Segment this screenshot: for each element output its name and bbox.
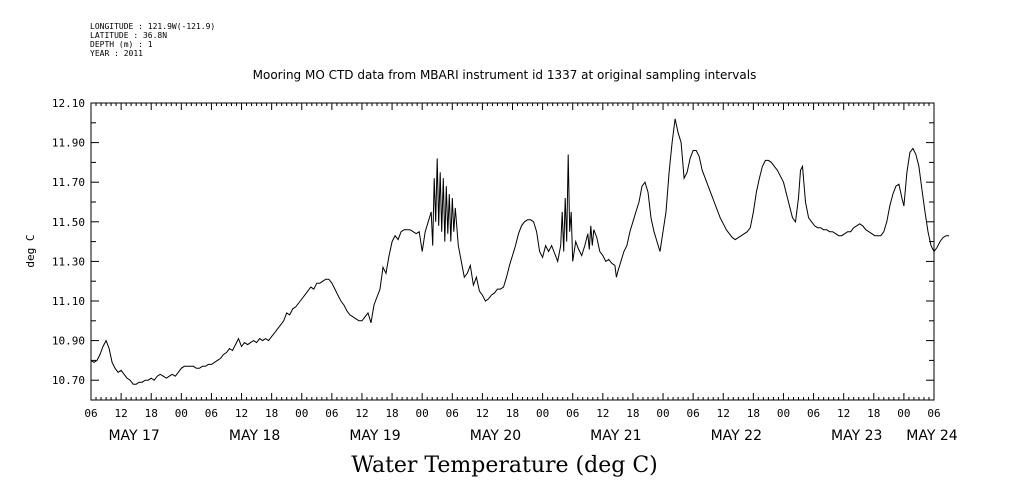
- x-day-label: MAY 18: [229, 428, 280, 444]
- x-day-label: MAY 24: [906, 428, 957, 444]
- metadata-block: LONGITUDE : 121.9W(-121.9) LATITUDE : 36…: [90, 22, 215, 58]
- x-tick-label: 18: [145, 407, 158, 420]
- x-tick-label: 18: [747, 407, 760, 420]
- x-tick-label: 06: [325, 407, 338, 420]
- series-line: [90, 118, 950, 385]
- depth-label: DEPTH (m) : 1: [90, 40, 153, 49]
- x-tick-label: 06: [446, 407, 459, 420]
- x-tick-label: 18: [506, 407, 519, 420]
- x-tick-label: 18: [385, 407, 398, 420]
- x-tick-label: 06: [927, 407, 940, 420]
- x-tick-label: 06: [687, 407, 700, 420]
- plot-frame: [90, 102, 935, 401]
- x-tick-label: 06: [84, 407, 97, 420]
- x-tick-label: 12: [837, 407, 850, 420]
- y-tick-label: 12.10: [52, 97, 85, 110]
- y-tick-label: 10.90: [52, 335, 85, 348]
- y-tick-label: 11.50: [52, 216, 85, 229]
- y-axis: 10.70 10.90 11.10 11.30 11.50 11.70 11.90 12.10: [52, 97, 934, 401]
- x-tick-label: 06: [807, 407, 820, 420]
- plot-border: [90, 102, 935, 401]
- y-tick-label: 11.10: [52, 295, 85, 308]
- x-day-label: MAY 19: [349, 428, 400, 444]
- longitude-label: LONGITUDE : 121.9W(-121.9): [90, 22, 216, 31]
- series-layer: [90, 118, 950, 385]
- y-tick-label: 11.90: [52, 137, 85, 150]
- x-tick-label: 12: [717, 407, 730, 420]
- year-label: YEAR : 2011: [90, 49, 143, 58]
- main-title: Water Temperature (deg C): [351, 453, 658, 478]
- x-tick-label: 00: [656, 407, 669, 420]
- x-tick-label: 12: [355, 407, 368, 420]
- x-tick-label: 12: [114, 407, 127, 420]
- x-day-label: MAY 17: [108, 428, 159, 444]
- x-tick-label: 18: [867, 407, 880, 420]
- x-day-label: MAY 21: [590, 428, 641, 444]
- x-tick-label: 00: [536, 407, 549, 420]
- x-tick-label: 00: [175, 407, 188, 420]
- x-day-label: MAY 22: [711, 428, 762, 444]
- chart-title: Mooring MO CTD data from MBARI instrumen…: [252, 68, 757, 82]
- x-tick-label: 12: [476, 407, 489, 420]
- y-tick-label: 11.70: [52, 176, 85, 189]
- latitude-label: LATITUDE : 36.8N: [90, 31, 168, 40]
- x-tick-label: 00: [416, 407, 429, 420]
- y-tick-label: 11.30: [52, 255, 85, 268]
- x-day-label: MAY 20: [470, 428, 521, 444]
- x-axis: 06 12 18 00 06 12 18 00 06 12 18 00 06 12 18 00 06 12 18 00…: [84, 407, 957, 444]
- x-day-label: MAY 23: [831, 428, 882, 444]
- x-tick-label: 00: [897, 407, 910, 420]
- x-tick-label: 18: [265, 407, 278, 420]
- x-tick-label: 12: [596, 407, 609, 420]
- x-tick-label: 00: [295, 407, 308, 420]
- x-tick-label: 06: [566, 407, 579, 420]
- y-axis-label: deg C: [24, 234, 37, 267]
- x-tick-label: 18: [626, 407, 639, 420]
- y-tick-label: 10.70: [52, 374, 85, 387]
- x-tick-label: 00: [777, 407, 790, 420]
- x-tick-label: 12: [235, 407, 248, 420]
- x-tick-label: 06: [205, 407, 218, 420]
